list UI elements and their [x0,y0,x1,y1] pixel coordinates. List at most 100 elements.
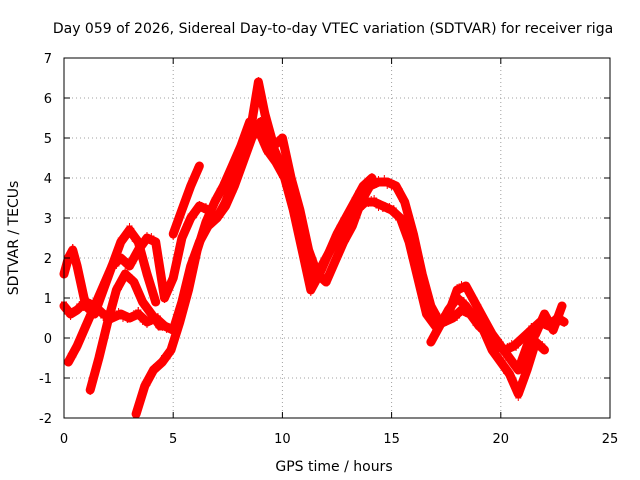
data-point-marker [226,170,233,176]
data-point-marker [97,292,104,299]
x-tick-label: 25 [602,432,619,447]
data-point [121,270,129,278]
data-point-marker [345,232,352,239]
data-point-marker [243,125,250,131]
data-point-marker [90,308,97,315]
data-point-marker [408,223,415,229]
data-point-marker [303,234,310,241]
data-point-marker [368,196,375,202]
y-tick-label: 6 [44,92,52,107]
data-point [560,318,568,326]
data-point-marker [308,253,315,259]
data-point-marker [187,276,194,283]
data-point [134,246,142,254]
data-point-marker [297,235,304,242]
data-point [383,178,391,186]
data-point-marker [106,272,113,278]
data-point-marker [193,251,200,258]
data-point-marker [253,94,260,101]
data-point-marker [291,182,298,189]
data-point [228,162,236,170]
data-point-marker [277,168,284,175]
data-point-marker [132,254,139,261]
data-point-marker [330,239,337,246]
data-point-marker [104,324,111,331]
data-point-marker [521,378,528,384]
data-point-marker [233,154,240,160]
data-point-marker [175,328,182,335]
data-point-marker [197,235,204,242]
series-sat-e [131,117,377,419]
data-point-marker [280,171,287,178]
data-point-marker [517,361,524,368]
data-point-marker [93,363,100,370]
data-point [340,238,348,246]
data-point [169,274,177,282]
y-tick-label: 5 [44,132,52,147]
data-point [202,218,210,226]
data-point-marker [310,257,317,264]
data-point-marker [183,196,190,203]
data-point-marker [465,290,472,297]
data-point [316,270,324,278]
data-point [307,286,315,294]
data-point [514,390,522,398]
data-point-marker [287,192,294,199]
data-point-marker [328,268,335,275]
data-point-marker [257,86,264,93]
data-point [178,206,186,214]
data-point-marker [140,383,147,390]
data-point-marker [225,191,232,197]
data-point [64,358,72,366]
data-point [195,202,203,210]
data-point-marker [467,294,474,301]
data-point-marker [118,280,125,287]
data-point-marker [265,122,272,129]
data-point-marker [284,154,291,161]
data-point-marker [200,230,207,237]
data-point-marker [210,202,217,209]
data-point [150,366,158,374]
data-point-marker [326,274,333,281]
data-point [558,302,566,310]
data-point [359,182,367,190]
data-point [73,306,81,314]
data-point-marker [268,131,275,137]
data-point [331,258,339,266]
data-point [444,306,452,314]
data-point [95,354,103,362]
data-point-marker [522,350,529,357]
data-point-marker [293,221,300,228]
data-point-marker [77,274,84,281]
data-point-marker [275,141,282,147]
data-point [272,158,280,166]
data-point-marker [292,214,299,221]
data-point-marker [73,259,80,266]
data-point-marker [482,318,489,325]
data-point-marker [171,268,178,275]
data-point-marker [305,275,312,282]
data-point [67,310,75,318]
data-point-marker [260,138,267,145]
data-point [184,286,192,294]
data-point-marker [139,390,146,397]
data-point-marker [424,286,431,293]
data-point [549,326,557,334]
data-point [350,198,358,206]
x-tick-label: 15 [383,432,400,447]
data-point-marker [328,245,335,252]
data-point-marker [113,247,120,254]
data-point-marker [156,262,163,269]
data-point-marker [256,81,263,88]
data-point-marker [260,103,267,110]
data-point-marker [258,93,265,100]
data-point-marker [432,313,439,320]
data-point-marker [441,317,448,324]
data-point-marker [173,254,180,261]
data-point-marker [521,349,528,355]
data-point-marker [510,378,517,384]
data-point-marker [171,332,178,339]
data-point [141,382,149,390]
data-point-marker [353,213,360,220]
data-point [388,206,396,214]
